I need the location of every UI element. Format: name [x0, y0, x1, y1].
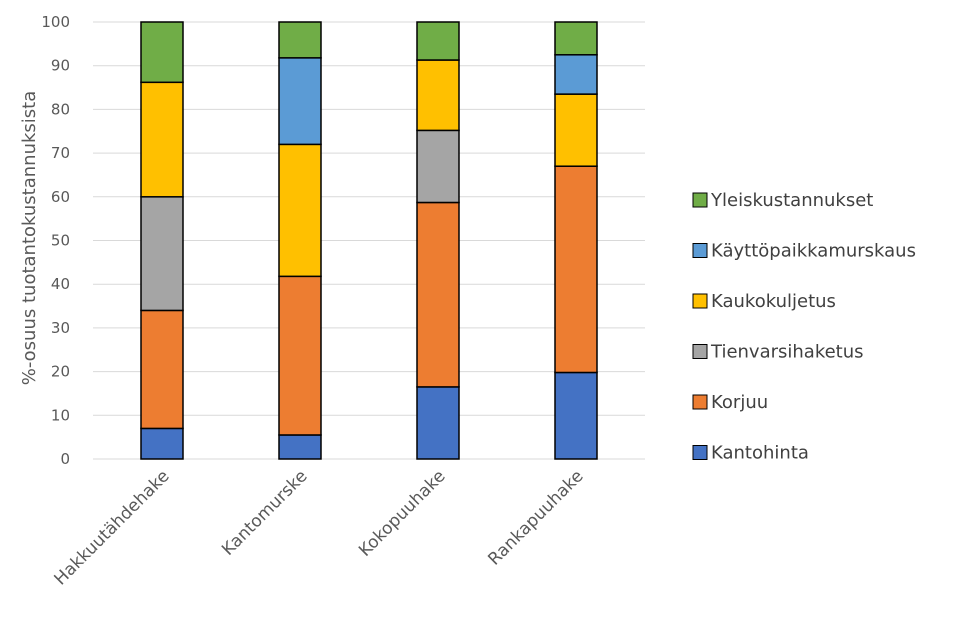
y-tick-label: 90: [51, 57, 70, 75]
y-tick-label: 20: [51, 363, 70, 381]
legend-label: Käyttöpaikkamurskaus: [711, 241, 916, 262]
bar-segment: [140, 309, 184, 430]
bar-segment: [278, 143, 322, 278]
y-tick-label: 30: [51, 319, 70, 337]
bar-segment: [278, 57, 322, 146]
bar-segment: [416, 59, 460, 132]
x-category-label: Rankapuuhake: [484, 466, 587, 569]
bar-segment: [278, 434, 322, 460]
y-tick-label: 80: [51, 100, 70, 118]
bar-segment: [278, 275, 322, 436]
bar-segment: [140, 81, 184, 198]
legend-label: Yleiskustannukset: [710, 190, 873, 211]
x-category-label: Kantomurske: [218, 466, 311, 559]
bar-segment: [554, 54, 598, 95]
x-category-label: Kokopuuhake: [355, 466, 449, 560]
legend-swatch: [692, 192, 708, 208]
y-tick-label: 60: [51, 188, 70, 206]
bar-segment: [416, 201, 460, 388]
legend-swatch: [692, 394, 708, 410]
bar-segment: [416, 129, 460, 204]
bar-segment: [554, 165, 598, 374]
legend-swatch: [692, 445, 708, 460]
bar-segment: [554, 371, 598, 460]
y-tick-label: 100: [41, 13, 70, 31]
y-tick-label: 10: [51, 406, 70, 424]
bar-segment: [416, 21, 460, 61]
y-tick-label: 40: [51, 275, 70, 293]
gridlines: [93, 21, 645, 460]
bars: [140, 21, 598, 460]
x-category-label: Hakkuutähdehake: [51, 466, 174, 589]
bar-segment: [278, 21, 322, 59]
legend-label: Kaukokuljetus: [711, 291, 836, 312]
x-axis-categories: Hakkuutähdehake Kantomurske Kokopuuhake Ran…: [51, 466, 588, 589]
legend-label: Korjuu: [711, 392, 768, 413]
bar-segment: [140, 21, 184, 84]
y-tick-label: 50: [51, 232, 70, 250]
y-axis-label: %-osuus tuotantokustannuksista: [19, 91, 40, 386]
legend-label: Kantohinta: [711, 443, 809, 464]
bar-segment: [416, 386, 460, 460]
legend-label: Tienvarsihaketus: [710, 342, 864, 363]
bar-segment: [140, 196, 184, 312]
bar-segment: [140, 427, 184, 460]
legend-swatch: [692, 243, 708, 258]
legend-swatch: [692, 293, 708, 309]
legend: Yleiskustannukset Käyttöpaikkamurskaus Kau…: [692, 190, 916, 464]
y-tick-label: 0: [60, 450, 70, 468]
legend-swatch: [692, 344, 708, 359]
bar-segment: [554, 21, 598, 56]
y-tick-label: 70: [51, 144, 70, 162]
bar-segment: [554, 93, 598, 167]
y-axis-ticks: 0 10 20 30 40 50 60 70 80 90 100: [41, 13, 70, 468]
